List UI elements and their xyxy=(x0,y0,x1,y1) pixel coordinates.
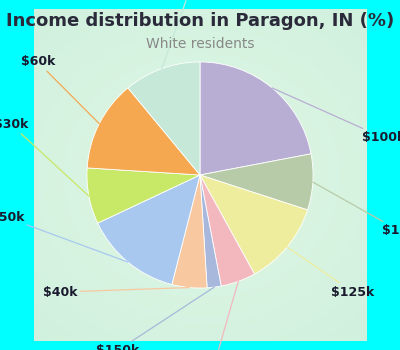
Text: $60k: $60k xyxy=(20,55,99,124)
Wedge shape xyxy=(128,62,200,175)
Wedge shape xyxy=(200,62,311,175)
Text: $100k: $100k xyxy=(272,88,400,144)
Text: $20k: $20k xyxy=(199,281,238,350)
Wedge shape xyxy=(87,168,200,223)
Text: $50k: $50k xyxy=(0,211,128,262)
Text: Income distribution in Paragon, IN (%): Income distribution in Paragon, IN (%) xyxy=(6,12,394,30)
Wedge shape xyxy=(200,154,313,210)
Wedge shape xyxy=(200,175,221,288)
Wedge shape xyxy=(200,175,308,274)
Wedge shape xyxy=(98,175,200,285)
Text: White residents: White residents xyxy=(146,37,254,51)
Text: $200k: $200k xyxy=(162,0,211,69)
Text: $125k: $125k xyxy=(287,247,374,299)
Wedge shape xyxy=(172,175,207,288)
Text: $150k: $150k xyxy=(96,287,214,350)
Text: $10k: $10k xyxy=(313,182,400,237)
Wedge shape xyxy=(87,88,200,175)
Text: $30k: $30k xyxy=(0,118,89,196)
Text: $40k: $40k xyxy=(43,286,189,299)
Wedge shape xyxy=(200,175,254,286)
